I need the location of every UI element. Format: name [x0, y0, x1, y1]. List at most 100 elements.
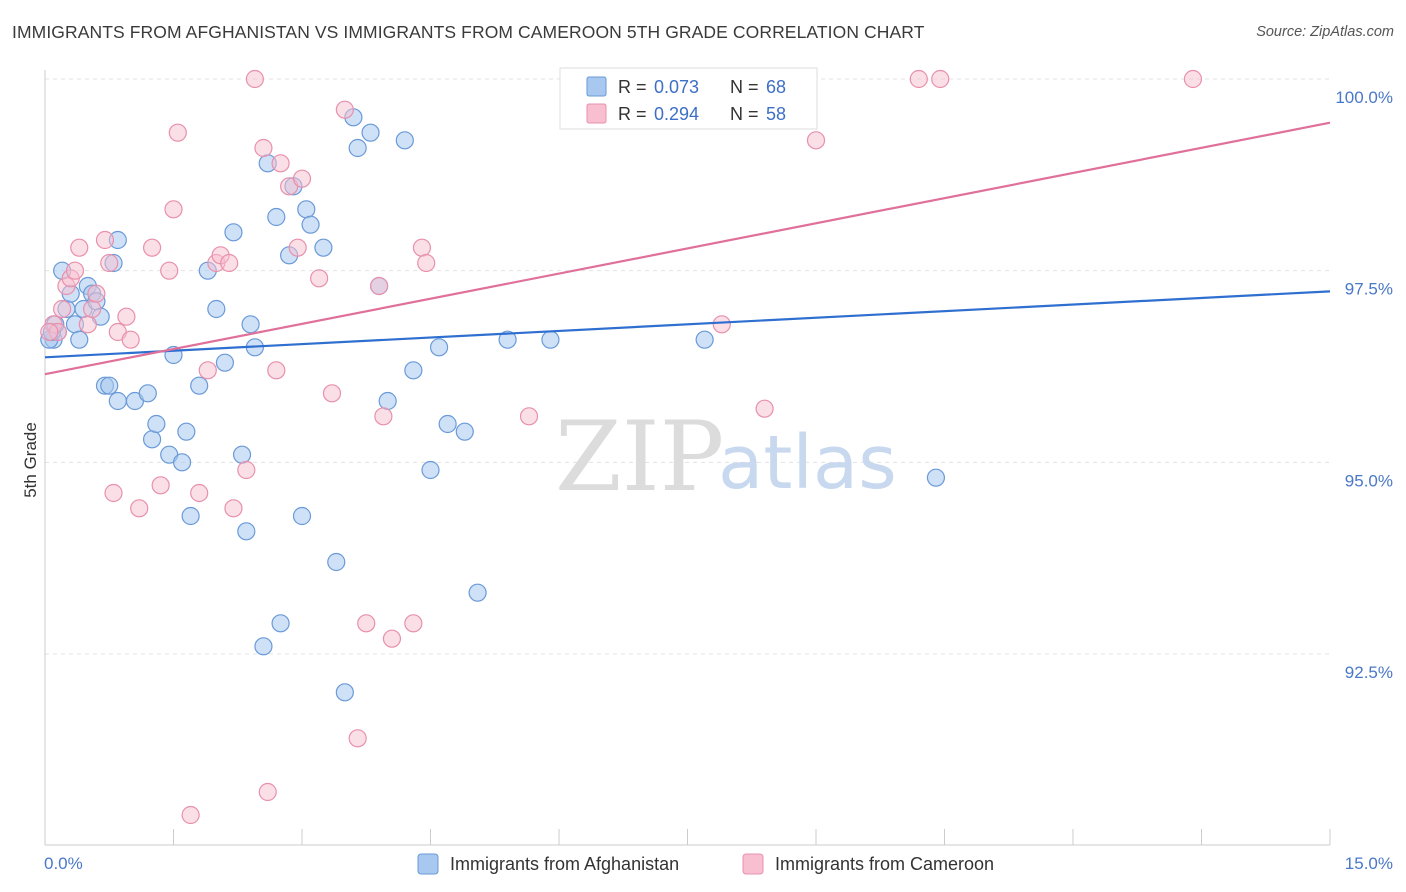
grid [45, 78, 1330, 655]
x-tick-label: 15.0% [1345, 854, 1393, 873]
legend-swatch-cameroon [586, 103, 607, 124]
legend-bottom-swatch-afghanistan [417, 853, 439, 875]
cameroon-point [1183, 69, 1203, 89]
afghanistan-point [404, 361, 423, 380]
afghanistan-point [421, 460, 440, 480]
cameroon-point [374, 407, 393, 426]
cameroon-point [181, 805, 200, 825]
cameroon-point [104, 483, 123, 503]
afghanistan-point [181, 506, 200, 526]
cameroon-point [53, 299, 72, 319]
cameroon-point [357, 614, 376, 633]
legend-bottom-label-cameroon: Immigrants from Cameroon [775, 854, 994, 874]
afghanistan-point [241, 315, 260, 334]
afghanistan-point [301, 215, 320, 234]
y-tick-label: 100.0% [1335, 88, 1393, 107]
trend-line-cameroon [44, 121, 1331, 376]
cameroon-point [70, 238, 89, 257]
afghanistan-point [335, 683, 354, 702]
afghanistan-point [314, 238, 333, 257]
cameroon-point [237, 460, 256, 480]
chart-title: IMMIGRANTS FROM AFGHANISTAN VS IMMIGRANT… [12, 22, 925, 42]
afghanistan-point [348, 138, 367, 158]
cameroon-point [220, 253, 239, 273]
watermark: ZIP atlas [555, 401, 897, 513]
afghanistan-point [468, 583, 487, 602]
cameroon-point [198, 361, 217, 380]
cameroon-point [288, 238, 307, 257]
cameroon-point [100, 253, 119, 273]
afghanistan-point [172, 453, 192, 472]
legend-r-label-2: R = [618, 104, 647, 124]
cameroon-point [245, 69, 264, 89]
cameroon-point [417, 253, 436, 273]
tick-labels: 92.5% 95.0% 97.5% 100.0% 0.0% 15.0% [44, 88, 1393, 873]
cameroon-point [164, 200, 183, 219]
cameroon-point [83, 299, 102, 319]
afghanistan-point [254, 637, 273, 656]
cameroon-point [267, 361, 286, 380]
afghanistan-point [70, 330, 89, 349]
cameroon-point [909, 69, 928, 89]
afghanistan-point [395, 131, 414, 150]
cameroon-point [78, 315, 97, 334]
cameroon-point [142, 238, 162, 257]
afghanistan-point [271, 614, 290, 633]
series-cameroon [40, 69, 1203, 825]
cameroon-point [224, 499, 243, 518]
afghanistan-point [292, 506, 312, 526]
cameroon-point [412, 238, 432, 257]
afghanistan-point [438, 414, 457, 434]
cameroon-point [271, 154, 290, 173]
cameroon-point [168, 123, 187, 142]
legend-r-value-2: 0.294 [654, 104, 699, 124]
series-legend: Immigrants from Afghanistan Immigrants f… [417, 853, 994, 875]
afghanistan-point [297, 200, 316, 219]
afghanistan-point [267, 207, 286, 227]
cameroon-point [87, 284, 106, 303]
cameroon-point [755, 399, 774, 418]
afghanistan-point [232, 445, 252, 464]
cameroon-point [931, 69, 950, 89]
y-tick-label: 97.5% [1345, 280, 1393, 299]
legend-n-value-1: 68 [766, 77, 786, 97]
legend-r-label-1: R = [618, 77, 647, 97]
watermark-zip: ZIP [555, 401, 724, 513]
cameroon-point [258, 782, 277, 802]
legend-swatch-afghanistan [586, 76, 607, 97]
cameroon-point [292, 169, 312, 188]
y-axis-title: 5th Grade [21, 422, 40, 498]
afghanistan-point [541, 330, 560, 349]
stats-legend: R = 0.073 N = 68 R = 0.294 N = 58 [559, 67, 818, 130]
cameroon-point [806, 131, 826, 150]
cameroon-point [160, 261, 179, 280]
cameroon-point [712, 315, 731, 334]
cameroon-point [121, 330, 140, 349]
cameroon-point [254, 138, 273, 158]
cameroon-point [65, 261, 85, 280]
afghanistan-point [142, 430, 162, 449]
cameroon-point [382, 629, 402, 648]
legend-r-value-1: 0.073 [654, 77, 699, 97]
cameroon-point [117, 307, 136, 326]
legend-bottom-label-afghanistan: Immigrants from Afghanistan [450, 854, 679, 874]
watermark-atlas: atlas [718, 420, 897, 506]
legend-n-label-1: N = [730, 77, 759, 97]
afghanistan-point [237, 522, 256, 541]
trend-lines [44, 121, 1331, 376]
afghanistan-point [207, 299, 226, 319]
afghanistan-point [429, 338, 449, 357]
legend-bottom-swatch-cameroon [742, 853, 764, 875]
afghanistan-point [695, 330, 714, 349]
afghanistan-point [361, 123, 380, 142]
afghanistan-point [327, 552, 346, 572]
cameroon-point [310, 269, 329, 288]
afghanistan-point [190, 376, 209, 395]
legend-n-label-2: N = [730, 104, 759, 124]
cameroon-point [151, 476, 170, 495]
cameroon-point [40, 322, 59, 342]
legend-n-value-2: 58 [766, 104, 786, 124]
afghanistan-point [215, 353, 234, 372]
trend-line-afghanistan [44, 290, 1331, 359]
